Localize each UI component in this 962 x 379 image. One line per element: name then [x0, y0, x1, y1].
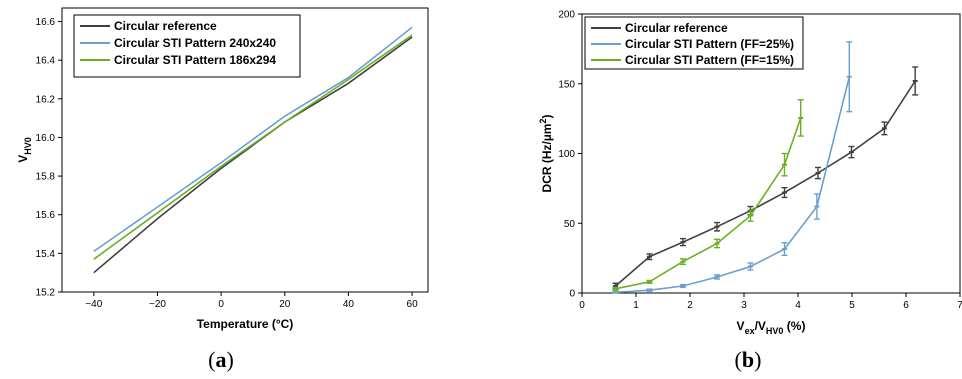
x-tick-label: 60 [407, 299, 419, 310]
y-tick-label: 200 [558, 10, 575, 21]
series-line-2 [93, 34, 413, 260]
series-line-1 [93, 26, 413, 253]
y-tick-label: 100 [558, 149, 575, 160]
y-axis-title: DCR (Hz/µm2) [538, 115, 554, 193]
x-tick-label: 7 [957, 300, 962, 311]
x-tick-label: 40 [343, 299, 355, 310]
x-tick-label: −40 [85, 299, 102, 310]
legend-label-2: Circular STI Pattern 186x294 [114, 53, 276, 67]
y-tick-label: 50 [564, 219, 576, 230]
x-tick-label: 0 [218, 299, 224, 310]
y-tick-label: 16.4 [36, 56, 56, 67]
x-axis-title: Vex/VHV0 (%) [737, 319, 806, 336]
y-tick-label: 16.6 [36, 17, 56, 28]
y-tick-label: 150 [558, 79, 575, 90]
x-tick-label: 6 [903, 300, 909, 311]
y-axis-title: VHV0 [16, 137, 33, 163]
legend-label-1: Circular STI Pattern 240x240 [114, 36, 276, 50]
y-tick-label: 15.2 [36, 288, 56, 299]
caption-b: (b) [735, 347, 762, 372]
legend-box [584, 16, 804, 70]
x-tick-label: 3 [741, 300, 747, 311]
y-tick-label: 15.4 [36, 249, 56, 260]
legend-label-0: Circular reference [625, 21, 728, 35]
y-tick-label: 0 [569, 289, 575, 300]
chart-b: 0 1 2 3 4 5 6 7 0 50 100 150 200 Circular reference Ci… [538, 10, 962, 337]
y-tick-label: 15.6 [36, 210, 56, 221]
x-tick-label: 4 [795, 300, 801, 311]
chart-a: −40 −20 0 20 40 60 15.2 15.4 15.6 15.8 16.0 16.2 16.… [16, 7, 429, 331]
x-tick-label: 5 [849, 300, 855, 311]
x-tick-label: 2 [687, 300, 693, 311]
legend-label-1: Circular STI Pattern (FF=25%) [625, 37, 794, 51]
plot-frame [61, 7, 429, 293]
x-axis-title: Temperature (°C) [197, 317, 294, 331]
x-tick-label: 20 [279, 299, 291, 310]
legend-label-0: Circular reference [114, 19, 217, 33]
series-line-2 [615, 117, 802, 290]
y-tick-label: 16.0 [36, 133, 56, 144]
series-line-1 [615, 76, 851, 294]
y-tick-label: 15.8 [36, 172, 56, 183]
x-tick-label: −20 [149, 299, 166, 310]
y-tick-label: 16.2 [36, 94, 56, 105]
series-line-0 [93, 36, 413, 274]
x-tick-label: 0 [579, 300, 585, 311]
series-line-0 [614, 80, 916, 287]
legend-label-2: Circular STI Pattern (FF=15%) [625, 53, 794, 67]
x-tick-label: 1 [633, 300, 639, 311]
caption-a: (a) [208, 347, 234, 372]
legend-box [73, 14, 301, 78]
